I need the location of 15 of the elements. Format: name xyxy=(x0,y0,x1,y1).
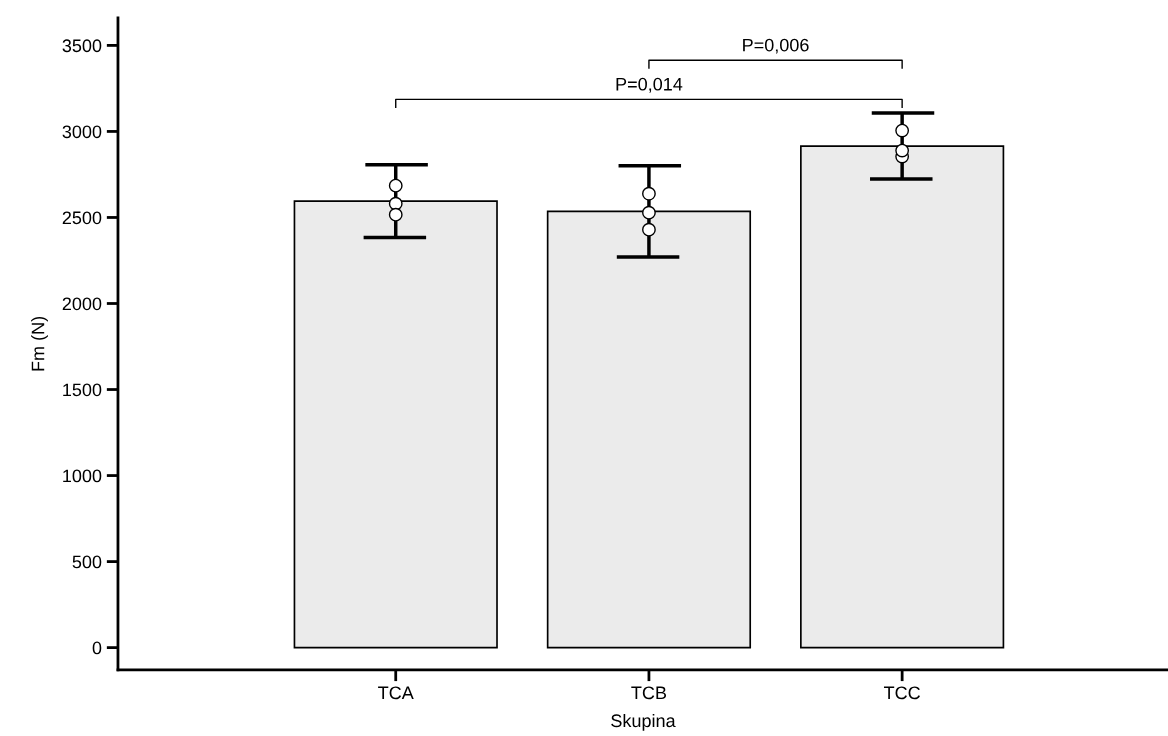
y-tick-label: 500 xyxy=(72,555,102,569)
x-tick-label: TCC xyxy=(883,686,920,700)
y-tick-label: 0 xyxy=(92,641,102,655)
x-tick-label: TCA xyxy=(378,686,414,700)
y-tick-label: 1000 xyxy=(63,469,102,483)
y-axis-title: Fm (N) xyxy=(31,316,48,371)
annotation: P=0,014 xyxy=(616,77,683,93)
y-tick-label: 2500 xyxy=(62,211,102,225)
y-tick-label: 2000 xyxy=(62,297,102,311)
y-tick-label: 3500 xyxy=(62,39,102,53)
y-tick-label: 3000 xyxy=(62,125,102,139)
x-axis-title: Skupina xyxy=(611,713,676,731)
y-tick-label: 1500 xyxy=(63,383,102,397)
annotation: P=0,006 xyxy=(743,38,809,54)
x-tick-label: TCB xyxy=(631,686,667,700)
